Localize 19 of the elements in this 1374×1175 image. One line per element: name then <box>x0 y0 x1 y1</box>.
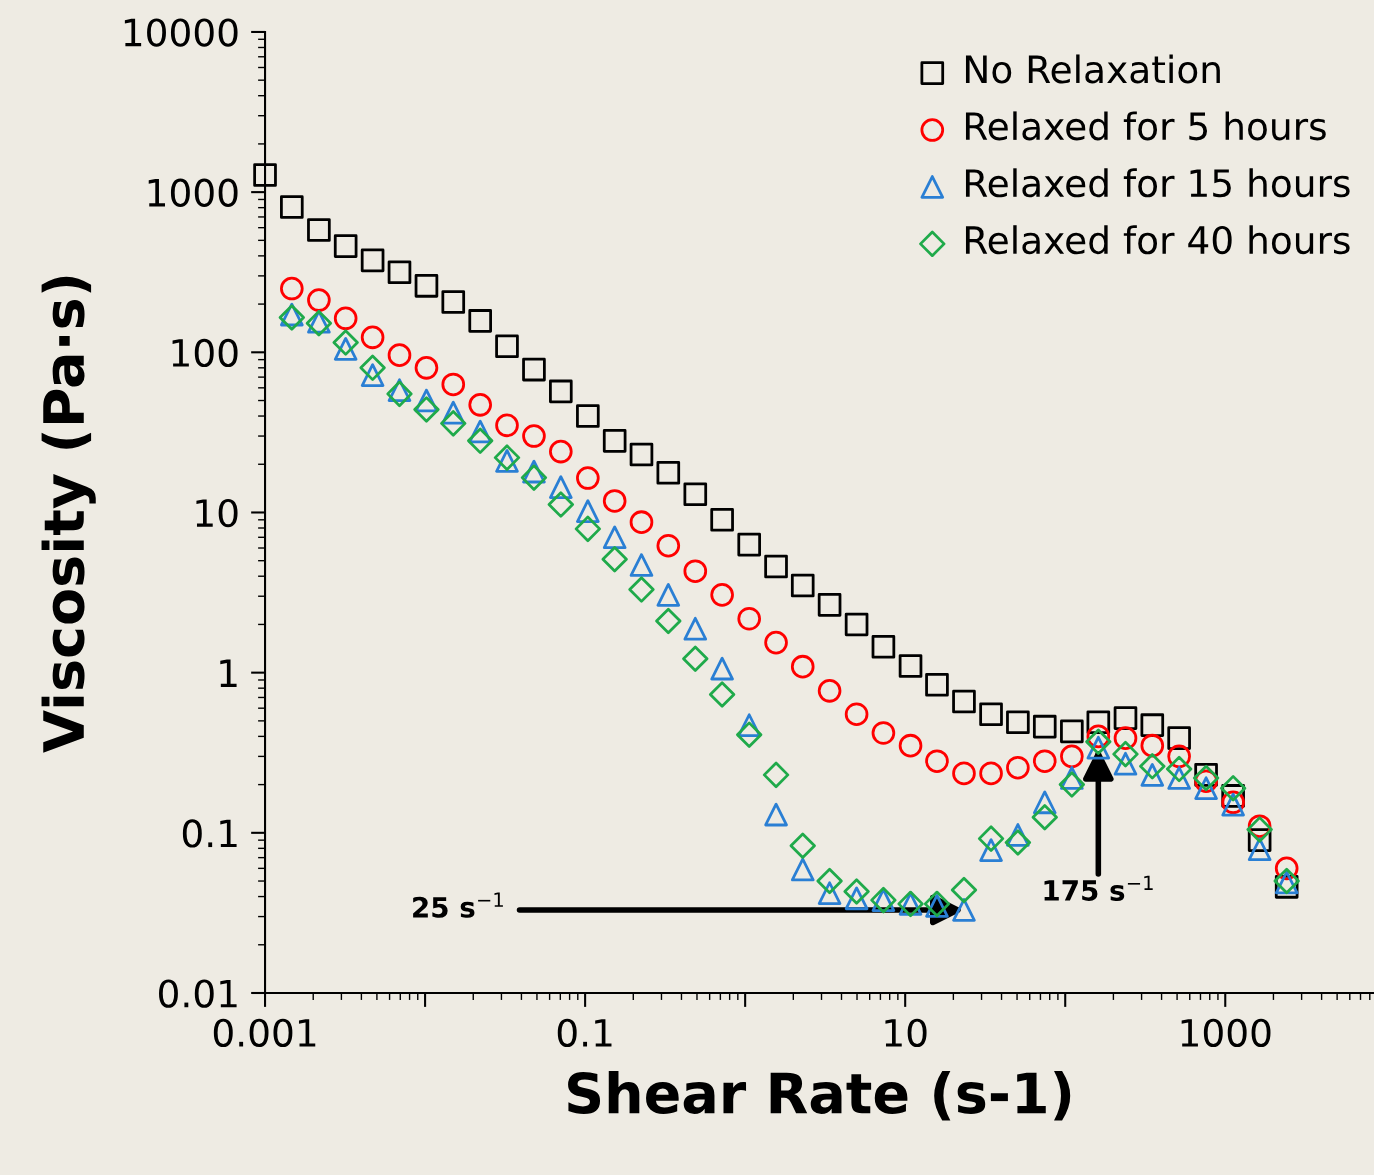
legend-label: Relaxed for 5 hours <box>965 111 1326 141</box>
legend-label: Relaxed for 15 hours <box>965 168 1350 198</box>
legend-label: No Relaxation <box>965 54 1220 84</box>
y-tick-label: 1 <box>220 659 237 687</box>
annotation: 25 s$^{−1}$ <box>413 892 503 918</box>
y-tick-label: 0.01 <box>159 979 237 1008</box>
y-tick-label: 1000 <box>148 178 238 207</box>
y-tick-label: 10 <box>196 498 238 528</box>
y-axis-title: Viscosity (Pa·s) <box>41 276 96 753</box>
y-tick-label: 10000 <box>124 18 238 47</box>
x-axis-title: Shear Rate (s-1) <box>568 1070 1071 1121</box>
x-tick-label: 1000 <box>1181 1018 1271 1048</box>
x-tick-label: 10 <box>885 1018 927 1048</box>
annotation: 175 s$^{−1}$ <box>1044 875 1153 901</box>
legend-label: Relaxed for 40 hours <box>965 225 1350 255</box>
y-tick-label: 0.1 <box>182 819 237 848</box>
x-tick-label: 0.1 <box>557 1018 612 1048</box>
y-tick-label: 100 <box>172 338 238 368</box>
x-tick-label: 0.001 <box>213 1018 316 1048</box>
